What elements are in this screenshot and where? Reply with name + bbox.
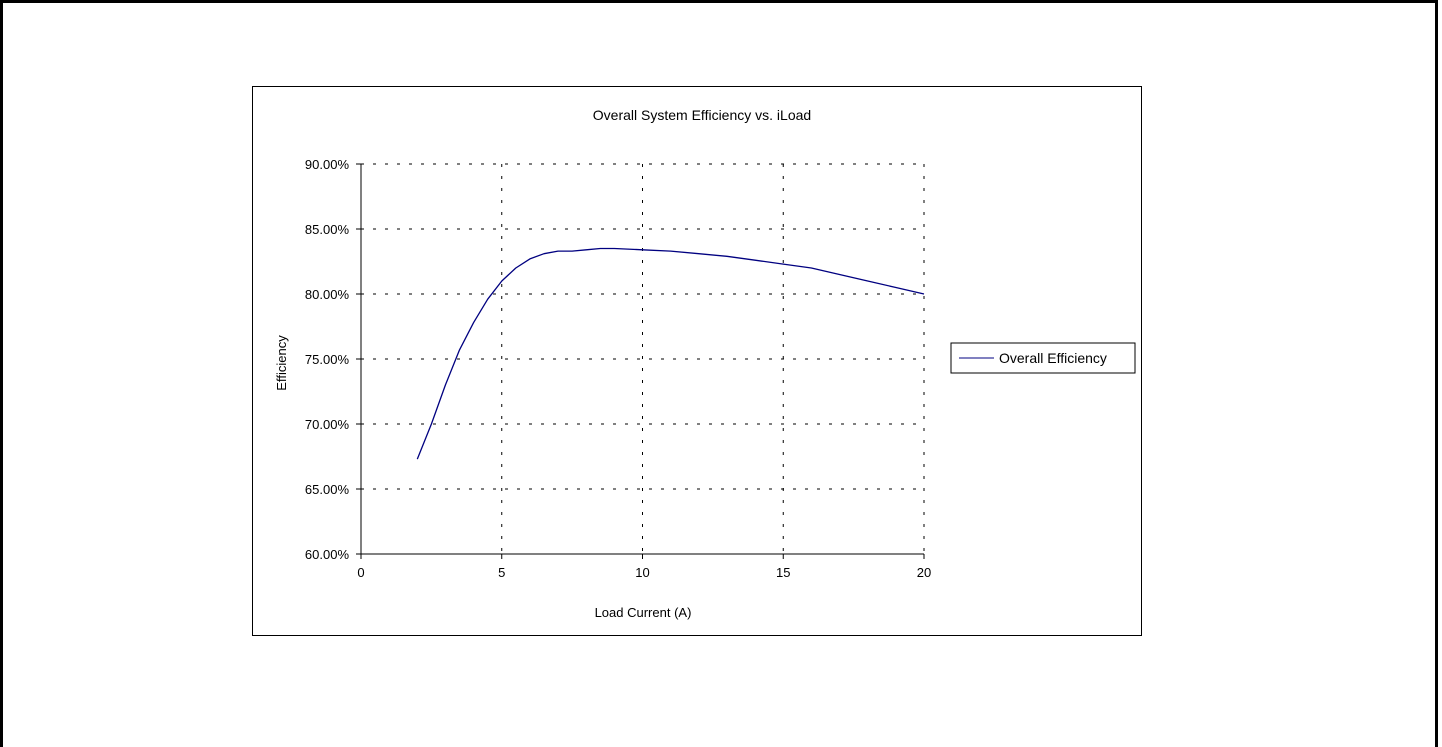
y-tick-label: 65.00% — [305, 482, 350, 497]
chart-area: Overall System Efficiency vs. iLoad 60.0… — [252, 86, 1142, 636]
x-tick-label: 0 — [357, 565, 364, 580]
series-layer — [416, 247, 925, 460]
legend-label: Overall Efficiency — [999, 350, 1107, 366]
x-tick-label: 10 — [635, 565, 649, 580]
grid-layer — [361, 163, 925, 554]
y-tick-label: 90.00% — [305, 157, 350, 172]
ticks-layer: 60.00% 65.00% 70.00% 75.00% 80.00% 85.00% 90.0… — [305, 157, 931, 580]
efficiency-chart: Overall System Efficiency vs. iLoad 60.0… — [274, 107, 1136, 620]
y-tick-label: 75.00% — [305, 352, 350, 367]
chart-legend: Overall Efficiency — [950, 342, 1136, 374]
y-tick-label: 70.00% — [305, 417, 350, 432]
chart-title: Overall System Efficiency vs. iLoad — [593, 107, 811, 123]
x-axis-title: Load Current (A) — [595, 605, 692, 620]
y-tick-label: 60.00% — [305, 547, 350, 562]
y-tick-label: 80.00% — [305, 287, 350, 302]
x-tick-label: 15 — [776, 565, 790, 580]
x-tick-label: 5 — [498, 565, 505, 580]
series-line-overall-efficiency — [416, 247, 925, 460]
y-tick-label: 85.00% — [305, 222, 350, 237]
x-tick-label: 20 — [917, 565, 931, 580]
y-axis-title: Efficiency — [274, 335, 289, 391]
